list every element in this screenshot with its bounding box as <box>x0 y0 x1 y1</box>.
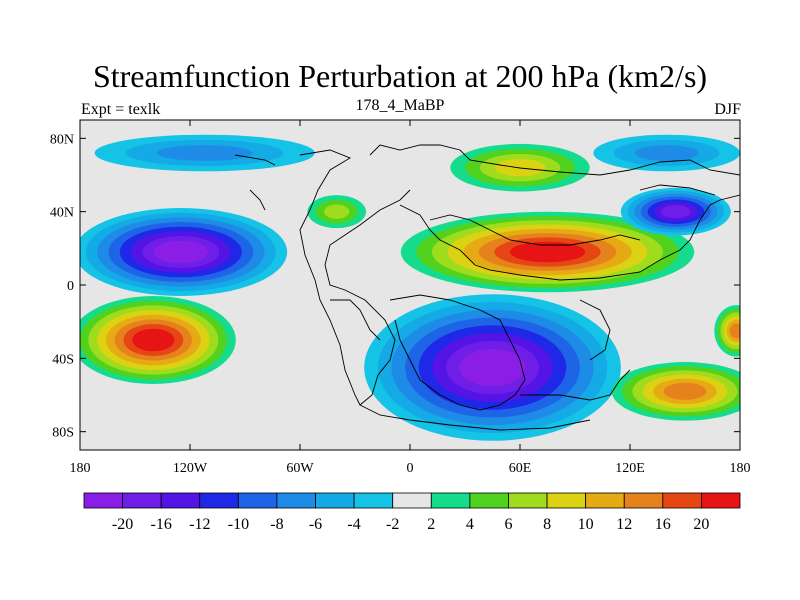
anomaly-7 <box>714 305 740 357</box>
map-axes: 180 120W 60W 0 60E 120E 180 80N 40N 0 40S 80S <box>50 120 751 476</box>
anomaly-3 <box>80 296 236 384</box>
experiment-label: Expt = texlk <box>81 101 161 118</box>
colorbar-swatch <box>508 492 548 509</box>
colorbar-label: 12 <box>616 516 632 533</box>
colorbar-label: -2 <box>386 516 399 533</box>
x-tick-label: 120W <box>173 461 208 476</box>
colorbar-label: 2 <box>427 516 435 533</box>
colorbar-swatch <box>276 492 316 509</box>
coastline-outline <box>234 144 740 431</box>
anomaly-8 <box>307 195 366 229</box>
season-label: DJF <box>714 101 741 118</box>
anomaly-contour <box>459 348 526 387</box>
y-tick-label: 40N <box>50 206 74 221</box>
colorbar-label: 16 <box>655 516 671 533</box>
colorbar-swatch <box>160 492 201 509</box>
anomaly-9 <box>94 134 315 172</box>
colorbar-swatch <box>122 492 162 509</box>
colorbar-label: -12 <box>189 516 210 533</box>
x-tick-label: 0 <box>407 461 414 476</box>
colorbar-swatch <box>430 492 471 509</box>
x-tick-label: 120E <box>615 461 645 476</box>
colorbar-swatch <box>585 492 625 509</box>
anomaly-contour <box>729 323 740 339</box>
y-tick-label: 80N <box>50 132 74 147</box>
colorbar-label: 20 <box>693 516 709 533</box>
anomaly-contour <box>132 328 175 352</box>
run-label: 178_4_MaBP <box>355 97 445 114</box>
anomaly-10 <box>593 134 740 172</box>
colorbar-label: -10 <box>228 516 249 533</box>
colorbar-label: -16 <box>151 516 172 533</box>
colorbar-swatch <box>623 492 664 509</box>
x-tick-label: 60E <box>509 461 532 476</box>
colorbar-label: -4 <box>347 516 360 533</box>
colorbar-swatch <box>353 492 394 509</box>
colorbar-swatch <box>662 492 702 509</box>
colorbar-swatch <box>237 492 278 509</box>
anomaly-contour <box>663 382 707 400</box>
anomaly-contour <box>156 145 253 161</box>
colorbar-label: 4 <box>466 516 474 533</box>
colorbar-label: -6 <box>309 516 322 533</box>
colorbar-label: 10 <box>578 516 594 533</box>
anomaly-contour <box>634 145 699 161</box>
y-tick-label: 80S <box>52 426 74 441</box>
anomaly-0 <box>80 208 288 296</box>
colorbar-swatch <box>199 492 239 509</box>
colorbar-label: 8 <box>543 516 551 533</box>
y-tick-label: 40S <box>52 352 74 367</box>
map-plot-area <box>80 120 740 450</box>
anomaly-contour <box>153 240 209 264</box>
colorbar-swatch <box>701 492 741 509</box>
colorbar-swatch <box>546 492 587 509</box>
colorbar-swatch <box>469 492 509 509</box>
anomaly-6 <box>611 362 740 421</box>
x-tick-label: 180 <box>730 461 751 476</box>
colorbar-label: 6 <box>505 516 513 533</box>
anomaly-4 <box>620 187 731 236</box>
anomaly-contour <box>323 204 350 219</box>
plot-title: Streamfunction Perturbation at 200 hPa (… <box>92 58 708 94</box>
colorbar-swatch <box>315 492 355 509</box>
anomaly-contour <box>509 241 586 263</box>
colorbar-label: -20 <box>112 516 133 533</box>
colorbar-label: -8 <box>270 516 283 533</box>
colorbar: -20 -16 -12 -10 -8 -6 -4 -2 2 4 6 8 10 12 16 20 <box>83 492 741 533</box>
colorbar-swatch <box>83 492 123 509</box>
x-tick-label: 60W <box>286 461 314 476</box>
anomaly-contour <box>660 205 691 219</box>
colorbar-swatch <box>392 492 432 509</box>
anomaly-1 <box>364 294 621 441</box>
x-tick-label: 180 <box>70 461 91 476</box>
y-tick-label: 0 <box>67 279 74 294</box>
